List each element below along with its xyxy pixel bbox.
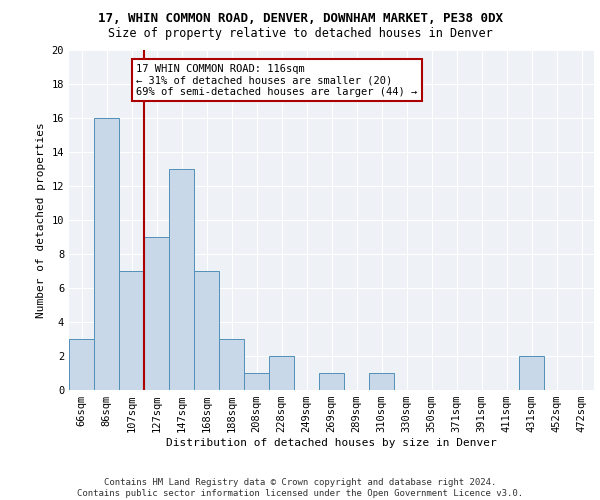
Bar [119, 271, 144, 390]
Text: Contains HM Land Registry data © Crown copyright and database right 2024.
Contai: Contains HM Land Registry data © Crown c… [77, 478, 523, 498]
Bar [169, 169, 194, 390]
Bar [269, 356, 294, 390]
Bar [194, 271, 219, 390]
Bar [219, 339, 244, 390]
Bar [244, 373, 269, 390]
X-axis label: Distribution of detached houses by size in Denver: Distribution of detached houses by size … [166, 438, 497, 448]
Bar [94, 118, 119, 390]
Bar [319, 373, 344, 390]
Y-axis label: Number of detached properties: Number of detached properties [36, 122, 46, 318]
Text: 17 WHIN COMMON ROAD: 116sqm
← 31% of detached houses are smaller (20)
69% of sem: 17 WHIN COMMON ROAD: 116sqm ← 31% of det… [137, 64, 418, 97]
Bar [369, 373, 394, 390]
Text: Size of property relative to detached houses in Denver: Size of property relative to detached ho… [107, 28, 493, 40]
Bar [519, 356, 544, 390]
Bar [69, 339, 94, 390]
Text: 17, WHIN COMMON ROAD, DENVER, DOWNHAM MARKET, PE38 0DX: 17, WHIN COMMON ROAD, DENVER, DOWNHAM MA… [97, 12, 503, 26]
Bar [144, 237, 169, 390]
